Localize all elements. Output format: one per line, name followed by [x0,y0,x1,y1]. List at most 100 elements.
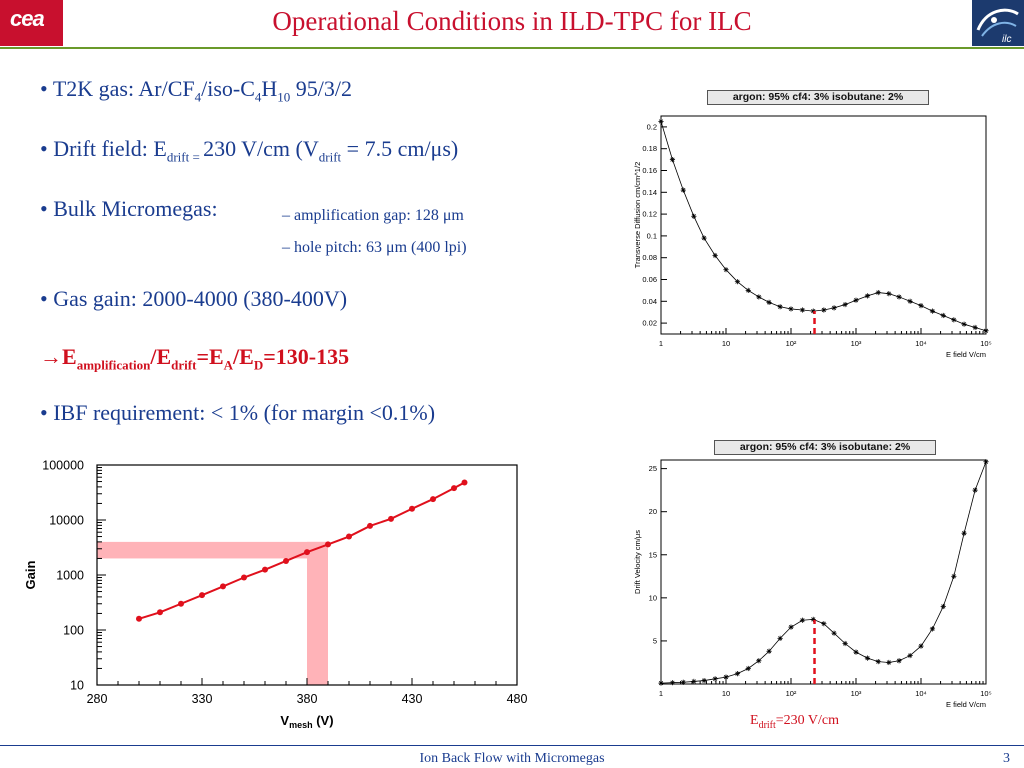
gain-point [325,541,331,548]
ilc-logo-graphic: ilc [976,8,1019,45]
gain-point [241,574,247,581]
gain-xtick-label: 430 [402,692,423,706]
diff-point [853,297,859,303]
gain-chart: 280 330 380 430 480 100000 10000 1000 100 10 Gain… [23,459,528,731]
vel-point [777,635,783,641]
gain-point [262,566,268,573]
vel-xtick-label: 10⁴ [915,689,927,698]
vel-point [961,530,967,536]
title-divider [0,47,1024,49]
vel-point [842,640,848,647]
micromegas-gap: – amplification gap: 128 μm [282,207,464,224]
diff-xtick-label: 10² [786,339,797,348]
gain-ytick-label: 1000 [56,569,84,583]
diff-point [788,306,794,312]
diff-ytick-label: 0.12 [642,210,657,219]
gain-point [220,583,226,590]
vel-xtick-label: 10 [722,689,730,698]
velocity-plot-frame [660,459,987,685]
diff-point [777,304,783,310]
diff-point [972,324,978,331]
diffusion-xlabel: E field V/cm [946,350,986,358]
diff-xtick-label: 10⁵ [980,339,991,348]
gain-xtick-label: 480 [507,692,528,706]
gain-point [157,609,163,616]
vel-point [756,658,762,664]
vel-point [680,679,686,685]
bullet-gas-gain: • Gas gain: 2000-4000 (380-400V) [40,286,348,311]
diff-point [766,299,772,305]
gain-point [461,479,468,486]
gain-ytick-label: 100000 [42,459,84,473]
diff-point [821,307,827,313]
vel-point [712,676,718,682]
vel-ytick-label: 20 [649,507,657,516]
vel-point [896,658,902,664]
bullet-gas: • T2K gas: Ar/CF4/iso-C4H10 95/3/2 [40,76,353,105]
gain-ytick-label: 10000 [49,514,84,528]
vel-point [669,680,676,686]
gain-range-band [97,541,328,559]
vel-point [691,678,697,685]
diffusion-plot-frame [660,115,987,335]
diff-ytick-label: 0.2 [647,122,657,131]
gain-xtick-label: 380 [297,692,318,706]
vel-ytick-label: 15 [649,550,657,559]
diffusion-chart: 1 10 10² 10³ 10⁴ 10⁵ 0.02 0.04 0.06 0.08 0.1 0.12 0.… [633,115,992,358]
velocity-chart: 1 10 10² 10³ 10⁴ 10⁵ 5 10 15 20 25 Drift Velocity … [633,459,992,708]
vel-point [907,652,913,659]
vel-point [886,659,892,666]
vel-point [788,624,794,630]
gain-ytick-label: 100 [63,624,84,638]
diff-point [680,187,686,193]
footer-divider [0,745,1024,746]
diff-ytick-label: 0.16 [642,166,657,175]
gain-point [283,557,289,564]
vel-ytick-label: 5 [653,636,657,645]
vel-ytick-label: 25 [649,464,657,473]
bullet-field-ratio: →Eamplification/Edrift=EA/ED=130-135 [40,344,350,373]
gain-point [199,592,205,599]
diff-point [658,118,664,125]
diff-point [745,287,751,293]
diff-xtick-label: 10 [722,339,730,348]
diff-point [951,317,957,323]
gain-xtick-label: 280 [87,692,108,706]
diff-point [842,301,848,308]
vel-point [929,626,936,632]
vel-point [766,648,772,654]
diff-ytick-label: 0.08 [642,253,657,262]
vel-xtick-label: 10² [786,689,797,698]
diff-point [961,321,967,327]
cea-logo: cea [0,0,63,46]
diff-point [691,213,697,219]
diff-point [907,298,913,304]
gain-xtick-label: 330 [192,692,213,706]
gain-point [346,533,352,540]
diff-xtick-label: 1 [659,339,663,348]
gain-point [451,485,457,492]
diff-xtick-label: 10⁴ [915,339,927,348]
gain-point [430,496,436,503]
velocity-ylabel: Drift Velocity cm/μs [633,530,642,594]
diff-ytick-label: 0.14 [642,188,657,197]
vel-point [734,671,741,677]
bullet-ibf: • IBF requirement: < 1% (for margin <0.1… [40,400,436,425]
diff-point [983,328,989,334]
gain-ylabel: Gain [23,560,38,589]
diff-point [756,294,762,300]
diff-ytick-label: 0.18 [642,144,657,153]
diff-point [875,289,881,296]
diff-ytick-label: 0.1 [647,231,657,240]
vel-point [701,677,707,684]
velocity-series-line [660,461,987,684]
vel-point [972,487,978,493]
vel-point [853,649,859,655]
gain-point [178,600,184,607]
footer-text: Ion Back Flow with Micromegas [419,751,605,766]
page-number: 3 [1003,751,1010,766]
vel-xtick-label: 1 [659,689,663,698]
vel-point [940,603,946,610]
vel-point [658,680,664,686]
vel-xtick-label: 10³ [851,689,862,698]
